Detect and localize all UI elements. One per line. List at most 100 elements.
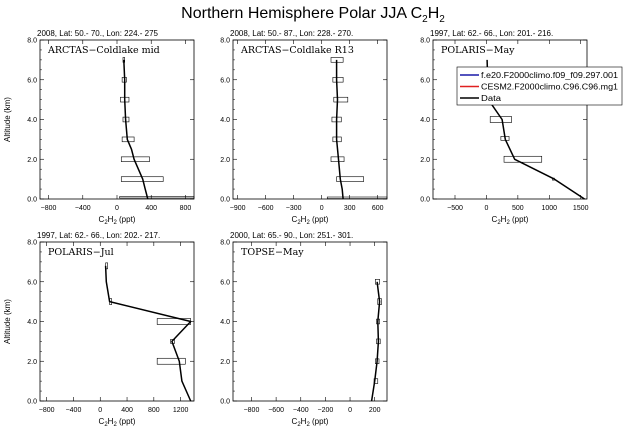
spread-box — [330, 156, 345, 162]
x-axis-label: C2H2 (ppt) — [99, 215, 136, 226]
y-tick-label: 8.0 — [220, 38, 230, 45]
x-tick-label: 200 — [369, 407, 381, 414]
y-tick-label: 0.0 — [220, 399, 230, 406]
y-tick-label: 0.0 — [27, 399, 37, 406]
campaign-label: POLARIS−May — [441, 45, 515, 56]
y-tick-label: 0.0 — [220, 197, 230, 204]
data-profile-line — [123, 59, 149, 200]
plot-frame — [232, 39, 388, 200]
legend-label: CESM2.F2000climo.C96.C96.mg1 — [481, 83, 619, 92]
data-profile-line — [335, 59, 344, 200]
x-tick-label: −400 — [75, 205, 91, 212]
plot-frame — [39, 241, 195, 402]
y-tick-label: 4.0 — [220, 117, 230, 124]
x-tick-label: −400 — [293, 407, 309, 414]
x-tick-label: 0 — [320, 205, 324, 212]
x-tick-label: 300 — [344, 205, 356, 212]
y-tick-label: 4.0 — [220, 319, 230, 326]
x-tick-label: 400 — [145, 205, 157, 212]
panel-header: 2008, Lat: 50.- 87., Lon: 228.- 270. — [230, 29, 353, 38]
campaign-label: ARCTAS−Coldlake mid — [47, 45, 160, 56]
x-tick-label: −300 — [286, 205, 302, 212]
campaign-label: TOPSE−May — [241, 247, 304, 258]
x-axis-label: C2H2 (ppt) — [292, 417, 329, 428]
panel-2: 2008, Lat: 50.- 87., Lon: 228.- 270. −900… — [220, 29, 388, 226]
data-profile-line — [104, 265, 192, 402]
x-tick-label: 800 — [180, 205, 192, 212]
x-tick-label: −800 — [41, 205, 57, 212]
spread-box — [156, 318, 191, 325]
figure-title: Northern Hemisphere Polar JJA C2H2 — [181, 5, 445, 25]
x-tick-label: −400 — [66, 407, 82, 414]
y-axis-label: Altitude (km) — [3, 299, 12, 344]
plot-frame — [432, 39, 588, 200]
x-tick-label: 0 — [484, 205, 488, 212]
spread-box — [156, 357, 186, 365]
legend: f.e20.F2000climo.f09_f09.297.001 CESM2.F2… — [456, 66, 623, 106]
y-tick-label: 2.0 — [27, 157, 37, 164]
y-tick-label: 8.0 — [220, 240, 230, 247]
panel-header: 1997, Lat: 62.- 66., Lon: 202.- 217. — [37, 231, 160, 240]
legend-box — [456, 66, 623, 106]
y-tick-label: 8.0 — [27, 38, 37, 45]
panel-header: 2000, Lat: 65.- 90., Lon: 251.- 301. — [230, 231, 353, 240]
x-tick-label: −600 — [268, 407, 284, 414]
y-tick-label: 2.0 — [220, 157, 230, 164]
legend-label: f.e20.F2000climo.f09_f09.297.001 — [481, 71, 619, 80]
y-tick-label: 6.0 — [220, 279, 230, 286]
spread-box — [332, 77, 344, 83]
x-axis-label: C2H2 (ppt) — [292, 215, 329, 226]
x-tick-label: 600 — [372, 205, 384, 212]
y-tick-label: 0.0 — [420, 197, 430, 204]
data-profile-line — [370, 281, 381, 402]
y-tick-label: 2.0 — [27, 359, 37, 366]
campaign-label: POLARIS−Jul — [48, 247, 114, 258]
x-tick-label: 1200 — [173, 407, 189, 414]
y-tick-label: 4.0 — [27, 319, 37, 326]
y-tick-label: 0.0 — [27, 197, 37, 204]
panel-3: 1997, Lat: 62.- 66., Lon: 201.- 216. −500… — [420, 29, 588, 226]
y-axis-label: Altitude (km) — [3, 97, 12, 142]
x-tick-label: 0 — [348, 407, 352, 414]
x-tick-label: 400 — [121, 407, 133, 414]
spread-box — [333, 96, 349, 103]
x-axis-label: C2H2 (ppt) — [99, 417, 136, 428]
y-tick-label: 4.0 — [27, 117, 37, 124]
plot-frame — [39, 39, 195, 200]
y-tick-label: 2.0 — [220, 359, 230, 366]
x-tick-label: −800 — [244, 407, 260, 414]
x-tick-label: 500 — [512, 205, 524, 212]
x-tick-label: −600 — [258, 205, 274, 212]
x-tick-label: 0 — [98, 407, 102, 414]
x-tick-label: −800 — [39, 407, 55, 414]
x-tick-label: −500 — [447, 205, 463, 212]
y-tick-label: 8.0 — [27, 240, 37, 247]
plot-frame — [232, 241, 388, 402]
legend-label: Data — [481, 94, 502, 103]
y-tick-label: 4.0 — [420, 117, 430, 124]
spread-box — [105, 262, 108, 270]
x-tick-label: 800 — [148, 407, 160, 414]
y-tick-label: 2.0 — [420, 157, 430, 164]
spread-box — [336, 176, 364, 182]
x-tick-label: −900 — [230, 205, 246, 212]
x-tick-label: 1000 — [541, 205, 557, 212]
y-tick-label: 6.0 — [220, 77, 230, 84]
y-tick-label: 6.0 — [27, 77, 37, 84]
y-tick-label: 6.0 — [27, 279, 37, 286]
x-tick-label: 0 — [115, 205, 119, 212]
spread-box — [326, 196, 388, 199]
x-tick-label: 1500 — [573, 205, 589, 212]
spread-box — [119, 196, 195, 199]
x-axis-label: C2H2 (ppt) — [492, 215, 529, 226]
panel-4: 1997, Lat: 62.- 66., Lon: 202.- 217. −800… — [3, 231, 195, 428]
y-tick-label: 8.0 — [420, 38, 430, 45]
campaign-label: ARCTAS−Coldlake R13 — [240, 45, 354, 56]
panel-1: 2008, Lat: 50.- 70., Lon: 224.- 275 −800 −… — [3, 29, 195, 226]
x-tick-label: −200 — [318, 407, 334, 414]
panel-5: 2000, Lat: 65.- 90., Lon: 251.- 301. −800… — [220, 231, 388, 428]
panel-header: 2008, Lat: 50.- 70., Lon: 224.- 275 — [37, 29, 159, 38]
panel-header: 1997, Lat: 62.- 66., Lon: 201.- 216. — [430, 29, 553, 38]
spread-box — [503, 155, 543, 163]
